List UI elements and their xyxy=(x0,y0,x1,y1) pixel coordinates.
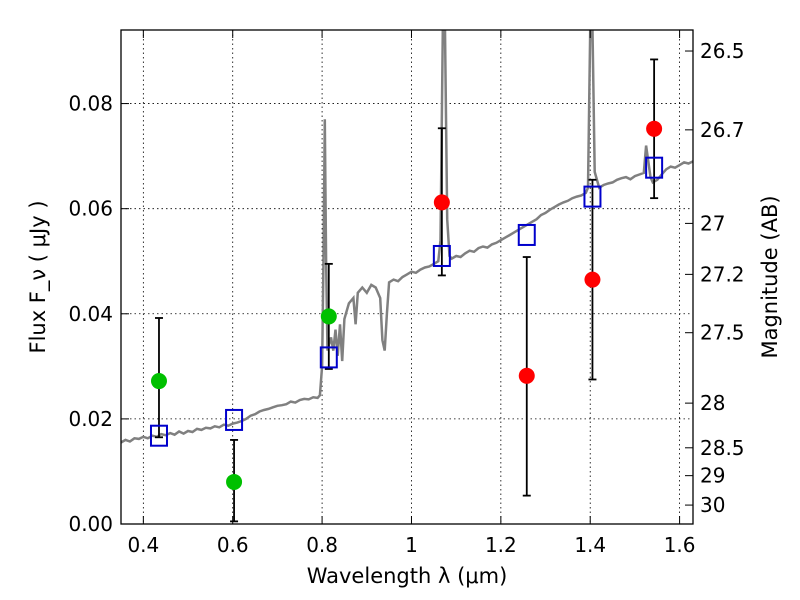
model-flux-square xyxy=(583,185,602,208)
right-tick-label: 26.5 xyxy=(700,39,745,63)
model-flux-square xyxy=(432,244,451,267)
x-tick-label: 0.6 xyxy=(217,533,249,557)
model-flux-square xyxy=(517,223,536,246)
right-tick-label: 29 xyxy=(700,464,725,488)
red-flux-dot xyxy=(646,120,663,137)
y-tick-label: 0.02 xyxy=(68,407,113,431)
y-tick-label: 0.08 xyxy=(68,92,113,116)
x-tick-label: 1.4 xyxy=(574,533,606,557)
x-axis-ticks: 0.4 0.6 0.8 1 1.2 1.4 1.6 xyxy=(127,30,696,557)
right-axis-label: Magnitude (AB) xyxy=(758,195,782,358)
plot-background xyxy=(121,30,693,524)
right-tick-label: 27.5 xyxy=(700,321,745,345)
x-axis-label: Wavelength λ (μm) xyxy=(307,564,508,588)
x-tick-label: 1.2 xyxy=(485,533,517,557)
right-tick-label: 28.5 xyxy=(700,436,745,460)
model-flux-squares xyxy=(149,156,664,447)
x-tick-label: 1 xyxy=(405,533,418,557)
y-tick-label: 0.00 xyxy=(68,512,113,536)
right-tick-label: 30 xyxy=(700,493,725,517)
right-tick-label: 27.2 xyxy=(700,262,745,286)
x-tick-label: 1.6 xyxy=(664,533,696,557)
plot-area xyxy=(121,30,693,523)
right-tick-label: 26.7 xyxy=(700,118,745,142)
red-flux-dot xyxy=(584,271,601,288)
model-flux-square xyxy=(225,408,244,431)
right-tick-label: 27 xyxy=(700,211,725,235)
red-flux-dot xyxy=(518,367,535,384)
x-tick-label: 0.4 xyxy=(127,533,159,557)
y-tick-label: 0.04 xyxy=(68,302,113,326)
y-axis-label: Flux F_ν ( μJy ) xyxy=(26,200,51,353)
y-axis-ticks: 0.00 0.02 0.04 0.06 0.08 xyxy=(68,92,129,536)
right-tick-label: 28 xyxy=(700,391,725,415)
green-flux-dot xyxy=(320,308,337,325)
red-flux-dot xyxy=(433,194,450,211)
green-flux-dot xyxy=(226,473,243,490)
model-flux-square xyxy=(149,424,168,447)
right-axis-ticks: 26.5 26.7 27 27.2 27.5 28 28.5 29 30 xyxy=(685,39,745,517)
plot-frame xyxy=(120,29,694,525)
green-flux-dot xyxy=(150,373,167,390)
y-tick-label: 0.06 xyxy=(68,197,113,221)
model-flux-square xyxy=(645,156,664,179)
template-spectrum-line xyxy=(121,30,693,444)
x-tick-label: 0.8 xyxy=(306,533,338,557)
model-flux-square xyxy=(319,346,338,369)
observed-flux-dots xyxy=(150,120,663,490)
